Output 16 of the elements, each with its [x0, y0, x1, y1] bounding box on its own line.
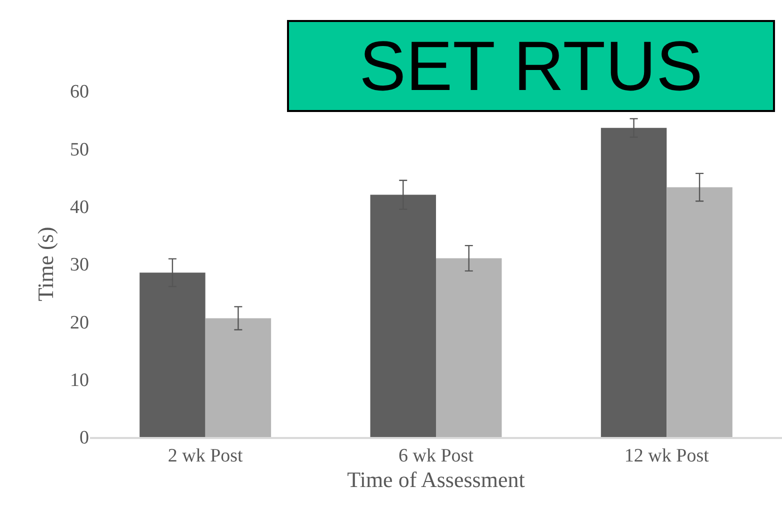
y-tick-label: 40 [70, 196, 89, 218]
y-tick-label: 10 [70, 370, 89, 391]
y-tick-label: 60 [70, 82, 89, 103]
x-axis-title: Time of Assessment [347, 466, 525, 492]
x-tick-label: 2 wk Post [168, 446, 244, 467]
y-tick-label: 0 [80, 428, 89, 449]
bar [666, 187, 732, 437]
x-tick-label: 6 wk Post [398, 446, 474, 467]
y-tick-label: 20 [70, 312, 89, 334]
y-tick-label: 50 [70, 139, 89, 160]
x-tick-label: 12 wk Post [624, 446, 710, 467]
y-axis-title: Time (s) [32, 226, 58, 302]
bar [436, 258, 502, 437]
chart-title: SET RTUS [287, 20, 775, 112]
y-tick-label: 30 [70, 254, 89, 276]
bar [205, 318, 272, 437]
